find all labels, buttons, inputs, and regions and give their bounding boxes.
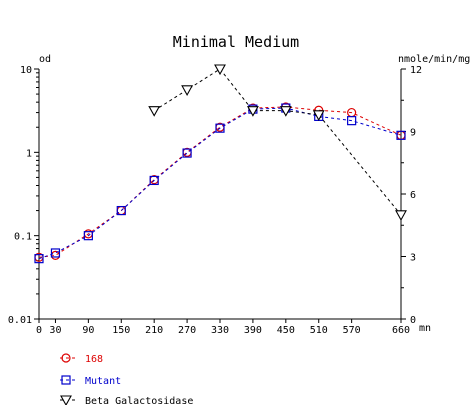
- left-axis-label: od: [39, 54, 51, 65]
- legend-label: Mutant: [85, 376, 121, 387]
- x-tick-label: 90: [82, 325, 94, 336]
- data-point: [149, 175, 159, 186]
- x-tick-label: 510: [310, 325, 328, 336]
- x-axis-label: mn: [419, 323, 431, 334]
- series-2: [148, 64, 407, 221]
- legend-marker: [61, 375, 71, 385]
- data-point: [50, 248, 61, 258]
- data-point: [215, 123, 225, 133]
- right-tick-label: 12: [410, 65, 422, 76]
- series-line: [38, 107, 402, 260]
- data-point: [116, 205, 126, 216]
- axis-ticks: 0 30 90 150 210 270 330 390 450 510 570 6601010.10.…: [8, 65, 422, 336]
- legend: 168 Mutant Beta Galactosidase: [60, 353, 193, 405]
- legend-item: 168: [60, 353, 103, 365]
- legend-label: 168: [85, 354, 103, 365]
- legend-marker: [60, 395, 72, 405]
- data-point: [83, 231, 93, 241]
- data-point: [148, 106, 161, 117]
- legend-marker: [61, 353, 71, 363]
- legend-item: Beta Galactosidase: [60, 395, 193, 405]
- x-tick-label: 210: [145, 325, 163, 336]
- data-point: [347, 116, 357, 126]
- right-tick-label: 0: [410, 315, 416, 326]
- right-tick-label: 3: [410, 253, 416, 264]
- right-tick-label: 6: [410, 190, 416, 201]
- x-tick-label: 270: [178, 325, 196, 336]
- left-tick-label: 10: [20, 65, 32, 76]
- series-0: [34, 102, 406, 262]
- data-point: [396, 130, 406, 140]
- chart-title: Minimal Medium: [173, 33, 299, 51]
- right-tick-label: 9: [410, 128, 416, 139]
- left-tick-label: 1: [26, 148, 32, 159]
- data-point: [395, 210, 407, 221]
- data-point: [182, 148, 192, 158]
- series-layer: [34, 64, 407, 264]
- data-point: [181, 85, 194, 96]
- data-point: [246, 106, 259, 117]
- x-tick-label: 570: [343, 325, 361, 336]
- x-tick-label: 0: [36, 325, 42, 336]
- data-point: [214, 64, 226, 76]
- legend-label: Beta Galactosidase: [85, 396, 193, 405]
- x-tick-label: 330: [211, 325, 229, 336]
- x-tick-label: 30: [49, 325, 61, 336]
- x-tick-label: 150: [112, 325, 130, 336]
- left-tick-label: 0.1: [14, 232, 32, 243]
- data-point: [279, 106, 292, 117]
- x-tick-label: 390: [244, 325, 262, 336]
- right-axis-label: nmole/min/mg: [398, 54, 470, 65]
- series-1: [34, 103, 406, 264]
- series-line: [153, 68, 402, 216]
- x-tick-label: 450: [277, 325, 295, 336]
- left-tick-label: 0.01: [8, 315, 32, 326]
- series-line: [38, 106, 402, 258]
- legend-item: Mutant: [60, 375, 121, 387]
- x-tick-label: 660: [392, 325, 410, 336]
- data-point: [312, 110, 325, 121]
- data-point: [34, 254, 44, 264]
